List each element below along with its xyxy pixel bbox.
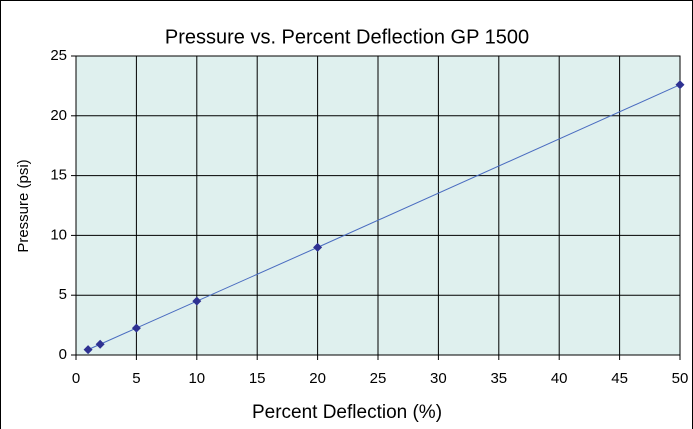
y-tick-label: 10 xyxy=(50,226,67,243)
y-tick-label: 20 xyxy=(50,107,67,124)
data-point xyxy=(192,296,202,306)
x-tick-label: 50 xyxy=(672,370,689,387)
data-point xyxy=(131,323,141,333)
x-tick-label: 5 xyxy=(132,370,140,387)
x-tick-label: 15 xyxy=(249,370,266,387)
x-tick-label: 0 xyxy=(72,370,80,387)
x-tick-label: 40 xyxy=(551,370,568,387)
chart-title: Pressure vs. Percent Deflection GP 1500 xyxy=(165,26,529,48)
x-axis-label: Percent Deflection (%) xyxy=(252,402,442,423)
x-tick-label: 45 xyxy=(611,370,628,387)
x-tick-label: 25 xyxy=(370,370,387,387)
x-tick-label: 10 xyxy=(188,370,205,387)
y-tick-label: 25 xyxy=(50,47,67,64)
data-point xyxy=(313,242,323,252)
y-tick-label: 0 xyxy=(59,346,67,363)
y-tick-label: 15 xyxy=(50,167,67,184)
x-tick-label: 35 xyxy=(490,370,507,387)
x-tick-label: 30 xyxy=(430,370,447,387)
data-point xyxy=(675,80,685,90)
data-point xyxy=(83,345,93,355)
x-tick-label: 20 xyxy=(309,370,326,387)
y-tick-label: 5 xyxy=(59,286,67,303)
y-axis-label: Pressure (psi) xyxy=(15,159,32,252)
data-point xyxy=(95,339,105,349)
